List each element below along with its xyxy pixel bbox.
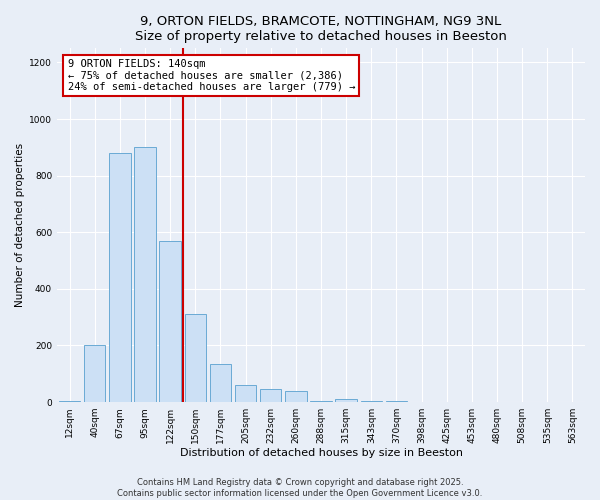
Y-axis label: Number of detached properties: Number of detached properties	[15, 143, 25, 308]
Bar	[235, 385, 256, 402]
X-axis label: Distribution of detached houses by size in Beeston: Distribution of detached houses by size …	[179, 448, 463, 458]
Bar	[260, 388, 281, 402]
Bar	[386, 400, 407, 402]
Bar	[84, 346, 106, 402]
Bar	[134, 148, 156, 402]
Text: Contains HM Land Registry data © Crown copyright and database right 2025.
Contai: Contains HM Land Registry data © Crown c…	[118, 478, 482, 498]
Bar	[160, 241, 181, 402]
Bar	[285, 392, 307, 402]
Bar	[335, 398, 357, 402]
Bar	[109, 153, 131, 402]
Title: 9, ORTON FIELDS, BRAMCOTE, NOTTINGHAM, NG9 3NL
Size of property relative to deta: 9, ORTON FIELDS, BRAMCOTE, NOTTINGHAM, N…	[135, 15, 507, 43]
Bar	[310, 400, 332, 402]
Text: 9 ORTON FIELDS: 140sqm
← 75% of detached houses are smaller (2,386)
24% of semi-: 9 ORTON FIELDS: 140sqm ← 75% of detached…	[68, 59, 355, 92]
Bar	[361, 400, 382, 402]
Bar	[185, 314, 206, 402]
Bar	[210, 364, 231, 402]
Bar	[59, 400, 80, 402]
